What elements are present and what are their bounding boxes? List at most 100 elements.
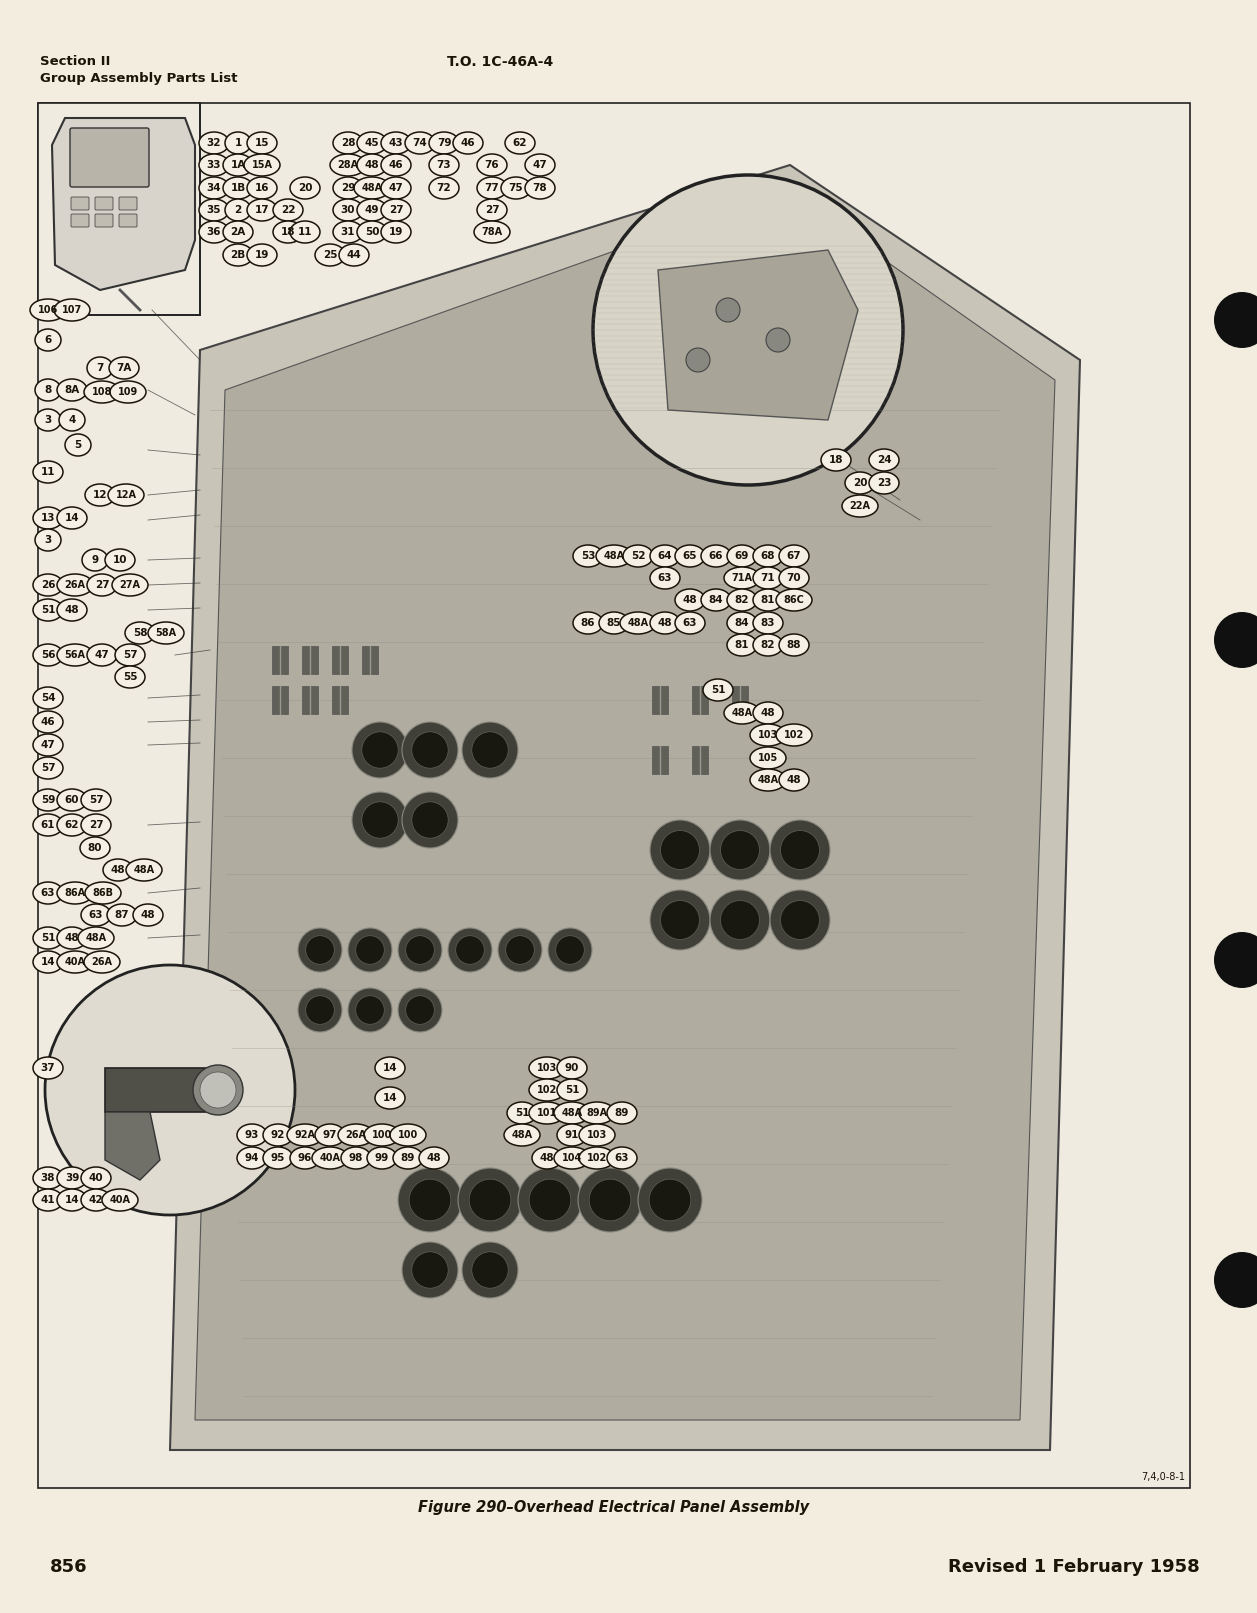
Ellipse shape [35,410,62,431]
Ellipse shape [620,611,656,634]
Ellipse shape [290,221,321,244]
Text: 48: 48 [64,605,79,615]
Text: 74: 74 [412,139,427,148]
Text: 48: 48 [760,708,776,718]
Text: 6: 6 [44,336,52,345]
Ellipse shape [779,568,810,589]
Ellipse shape [114,666,145,689]
Text: 14: 14 [382,1094,397,1103]
Circle shape [463,723,518,777]
Ellipse shape [381,221,411,244]
Ellipse shape [333,132,363,153]
Ellipse shape [87,356,113,379]
Ellipse shape [78,927,114,948]
Text: 12A: 12A [116,490,137,500]
Ellipse shape [124,623,155,644]
Text: 49: 49 [365,205,380,215]
Text: 7,4,0-8-1: 7,4,0-8-1 [1141,1473,1185,1482]
Ellipse shape [246,198,277,221]
Text: 7A: 7A [117,363,132,373]
Text: 48: 48 [539,1153,554,1163]
Text: 58: 58 [133,627,147,639]
Circle shape [402,792,458,848]
Text: 64: 64 [657,552,672,561]
Text: 86C: 86C [783,595,804,605]
Ellipse shape [333,198,363,221]
Circle shape [398,989,442,1032]
FancyBboxPatch shape [96,215,113,227]
Ellipse shape [429,177,459,198]
Ellipse shape [33,756,63,779]
Ellipse shape [375,1087,405,1110]
Polygon shape [106,1111,160,1181]
Circle shape [352,723,409,777]
Ellipse shape [57,815,87,836]
Text: 66: 66 [709,552,723,561]
Ellipse shape [339,244,370,266]
FancyBboxPatch shape [70,127,150,187]
Ellipse shape [222,244,253,266]
Bar [332,645,348,674]
Text: 60: 60 [65,795,79,805]
Ellipse shape [650,568,680,589]
Ellipse shape [579,1124,615,1145]
Ellipse shape [57,379,87,402]
Ellipse shape [33,574,63,595]
Ellipse shape [502,177,530,198]
Ellipse shape [753,702,783,724]
Text: 78: 78 [533,182,547,194]
Ellipse shape [579,1102,615,1124]
Ellipse shape [357,221,387,244]
Polygon shape [52,118,195,290]
Text: 105: 105 [758,753,778,763]
Text: 89: 89 [401,1153,415,1163]
Text: 92A: 92A [294,1131,316,1140]
Ellipse shape [244,153,280,176]
Text: 26A: 26A [64,581,85,590]
FancyBboxPatch shape [96,197,113,210]
Text: 24: 24 [876,455,891,465]
Text: 8: 8 [44,386,52,395]
Ellipse shape [727,589,757,611]
Ellipse shape [703,679,733,702]
Text: 42: 42 [89,1195,103,1205]
Text: 48A: 48A [758,774,778,786]
Text: 84: 84 [709,595,723,605]
Ellipse shape [727,634,757,656]
Ellipse shape [33,461,63,482]
Ellipse shape [727,545,757,568]
Circle shape [590,1179,631,1221]
Text: 48: 48 [365,160,380,169]
Ellipse shape [102,1189,138,1211]
Ellipse shape [529,1057,564,1079]
Ellipse shape [57,952,93,973]
Ellipse shape [80,1166,111,1189]
Ellipse shape [57,927,87,948]
Ellipse shape [316,244,344,266]
Text: 63: 63 [615,1153,630,1163]
Text: 856: 856 [50,1558,88,1576]
Text: 17: 17 [255,205,269,215]
Text: 54: 54 [40,694,55,703]
Ellipse shape [57,506,87,529]
Text: 77: 77 [485,182,499,194]
Text: 1: 1 [234,139,241,148]
Circle shape [348,989,392,1032]
Circle shape [298,927,342,973]
Bar [38,103,1190,1489]
Ellipse shape [333,177,363,198]
Ellipse shape [107,903,137,926]
Circle shape [529,1179,571,1221]
Ellipse shape [557,1057,587,1079]
Ellipse shape [33,815,63,836]
Ellipse shape [87,644,117,666]
Text: 56: 56 [40,650,55,660]
Text: 48: 48 [787,774,801,786]
Ellipse shape [607,1102,637,1124]
Text: 71: 71 [760,573,776,582]
Text: 86A: 86A [64,889,85,898]
Circle shape [463,1242,518,1298]
Ellipse shape [199,132,229,153]
Circle shape [505,936,534,965]
Text: 69: 69 [735,552,749,561]
